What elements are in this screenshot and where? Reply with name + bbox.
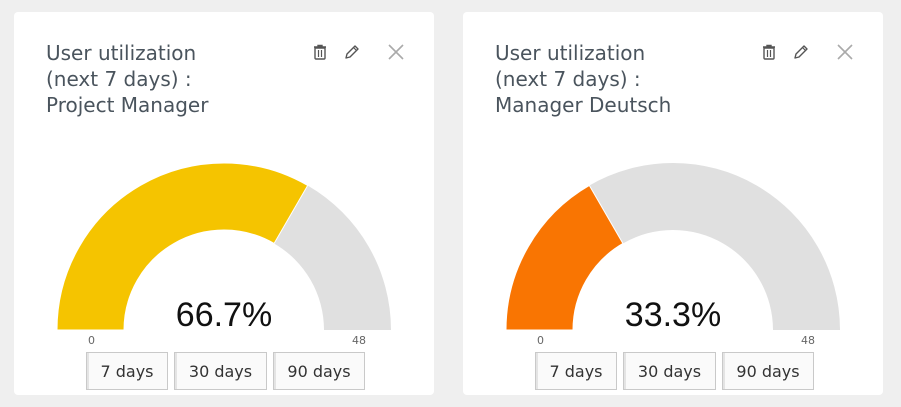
gauge-min-label: 0 [537,334,544,347]
range-90-days-button[interactable]: 90 days [273,352,365,390]
range-button-group: 7 days 30 days 90 days [86,352,365,390]
gauge-min-label: 0 [88,334,95,347]
pencil-icon[interactable] [342,42,362,62]
range-7-days-button[interactable]: 7 days [535,352,617,390]
gauge-fill [505,184,624,331]
gauge-track [274,185,391,330]
gauge-chart [56,162,391,331]
trash-icon[interactable] [310,42,330,62]
range-30-days-button[interactable]: 30 days [623,352,716,390]
pencil-icon[interactable] [791,42,811,62]
utilization-card-project-manager: User utilization (next 7 days) : Project… [14,12,434,395]
range-7-days-button[interactable]: 7 days [86,352,168,390]
trash-icon[interactable] [759,42,779,62]
gauge-fill [56,162,309,331]
utilization-card-manager-deutsch: User utilization (next 7 days) : Manager… [463,12,883,395]
gauge-track [589,163,840,330]
gauge-value-label: 66.7% [175,296,273,334]
card-title-line: User utilization [495,41,646,65]
gauge-chart [505,163,840,331]
close-icon[interactable] [833,40,857,64]
card-title-line: Project Manager [46,93,209,117]
range-button-group: 7 days 30 days 90 days [535,352,814,390]
range-90-days-button[interactable]: 90 days [722,352,814,390]
card-title-line: User utilization [46,41,197,65]
close-icon[interactable] [384,40,408,64]
gauge-max-label: 48 [352,334,366,347]
gauge-value-label: 33.3% [624,296,722,334]
card-title-line: (next 7 days) : [46,67,192,91]
card-title-line: Manager Deutsch [495,93,672,117]
range-30-days-button[interactable]: 30 days [174,352,267,390]
card-title: User utilization (next 7 days) : Manager… [495,40,745,118]
card-title-line: (next 7 days) : [495,67,641,91]
card-title: User utilization (next 7 days) : Project… [46,40,296,118]
gauge-max-label: 48 [801,334,815,347]
